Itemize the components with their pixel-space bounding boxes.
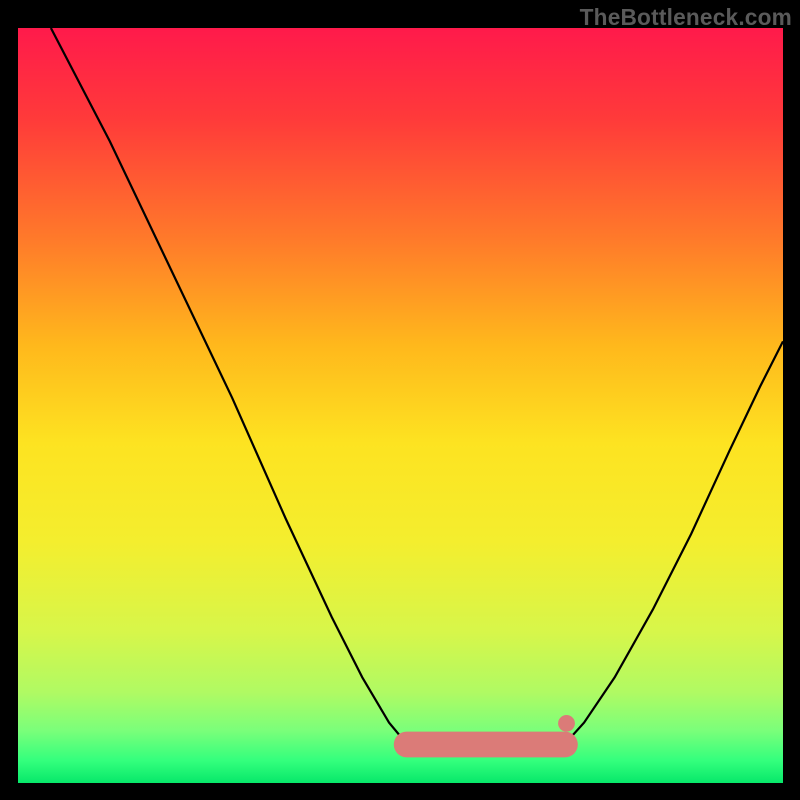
chart-frame: TheBottleneck.com	[0, 0, 800, 800]
floor-right-dot	[558, 715, 575, 732]
curve-layer	[18, 28, 783, 783]
plot-area	[18, 28, 783, 783]
watermark-text: TheBottleneck.com	[580, 4, 792, 31]
curve-right-branch	[565, 341, 783, 743]
curve-left-branch	[51, 28, 407, 744]
